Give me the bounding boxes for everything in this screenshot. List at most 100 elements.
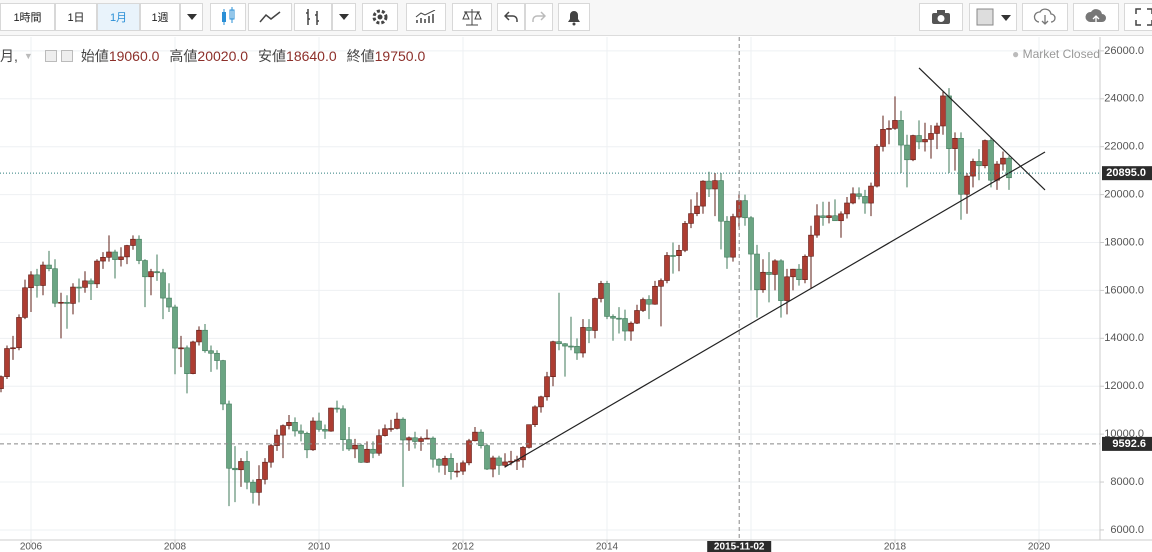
load-icon[interactable] (1022, 3, 1068, 31)
candle-body (934, 125, 940, 134)
fullscreen-icon[interactable] (1124, 3, 1152, 31)
candle-body (622, 318, 628, 332)
y-tick-label: 18000.0 (1104, 236, 1144, 248)
candle-body (238, 461, 244, 471)
candle-body (958, 137, 964, 195)
candle-body (430, 437, 436, 460)
candle-body (916, 135, 922, 143)
candle-body (310, 420, 316, 451)
candle-body (808, 234, 814, 257)
undo-icon[interactable] (497, 3, 525, 31)
dropdown-caret: ▼ (23, 51, 33, 61)
candle-body (490, 457, 496, 470)
candle-body (784, 276, 790, 301)
ohlc-label: 高値 (169, 48, 198, 64)
line-icon[interactable] (248, 3, 292, 31)
market-status: ● Market Closed (1012, 47, 1100, 61)
candle-body (862, 196, 868, 204)
candle-body (586, 327, 592, 331)
candles-icon[interactable] (210, 3, 246, 31)
ohlc-label: 始値 (80, 48, 109, 64)
type-dropdown[interactable] (332, 3, 356, 31)
candle-body (832, 215, 838, 222)
candle-body (22, 287, 28, 318)
candle-body (496, 457, 502, 466)
candle-body (232, 467, 238, 471)
trendline (504, 151, 1046, 468)
candle-body (118, 256, 124, 260)
candle-body (874, 146, 880, 187)
candle-body (52, 268, 58, 304)
crosshair-price-label: 9592.6 (1112, 438, 1146, 450)
candle-body (412, 437, 418, 442)
candle-body (322, 429, 328, 432)
indicators-icon[interactable] (406, 3, 446, 31)
alert-icon[interactable] (558, 3, 590, 31)
y-tick-label: 6000.0 (1110, 524, 1144, 536)
candle-body (700, 180, 706, 207)
candle-body (796, 268, 802, 280)
snapshot-icon[interactable] (919, 3, 963, 31)
market-status-text: Market Closed (1022, 47, 1100, 61)
candle-body (688, 213, 694, 224)
candle-body (46, 264, 52, 270)
candle-body (640, 299, 646, 311)
candle-body (418, 438, 424, 442)
settings-icon[interactable] (362, 3, 398, 31)
candle-body (892, 120, 898, 129)
candle-body (676, 250, 682, 256)
candle-body (460, 462, 466, 472)
candle-body (952, 137, 958, 149)
candle-body (64, 301, 70, 304)
candle-body (970, 161, 976, 177)
ohlc-label: 安値 (258, 48, 287, 64)
candle-body (298, 430, 304, 434)
candle-body (124, 245, 130, 258)
candle-body (928, 133, 934, 140)
redo-icon[interactable] (525, 3, 553, 31)
interval-button[interactable]: 1日 (55, 3, 97, 31)
bars-icon[interactable] (294, 3, 332, 31)
candle-body (172, 306, 178, 349)
ohlc-value: 19060.0 (108, 48, 160, 64)
candle-body (400, 418, 406, 441)
candle-body (766, 271, 772, 275)
candle-body (370, 448, 376, 454)
toolbar: 1時間 1日 1月 1週 (0, 0, 1152, 36)
crosshair-date-label: 2015-11-02 (714, 542, 765, 552)
interval-button[interactable]: 1月 (97, 3, 140, 31)
save-icon[interactable] (1073, 3, 1119, 31)
candle-body (844, 202, 850, 215)
candle-body (646, 299, 652, 305)
candle-body (520, 447, 526, 461)
candle-body (376, 435, 382, 454)
candle-body (442, 458, 448, 466)
candle-body (292, 422, 298, 432)
candle-body (40, 264, 46, 286)
candle-body (136, 238, 142, 261)
price-label-box (1102, 166, 1152, 181)
interval-button[interactable]: 1週 (140, 3, 180, 31)
legend-icon[interactable] (60, 50, 73, 62)
candle-body (976, 161, 982, 167)
candle-body (994, 163, 1000, 181)
candle-body (262, 461, 268, 480)
candle-body (880, 129, 886, 147)
y-tick-label: 20000.0 (1104, 189, 1144, 201)
candle-body (802, 255, 808, 280)
color-picker[interactable] (969, 3, 1017, 31)
compare-icon[interactable] (452, 3, 492, 31)
candle-body (274, 434, 280, 446)
candle-body (568, 345, 574, 348)
candle-body (616, 317, 622, 320)
interval-button[interactable]: 1時間 (0, 3, 55, 31)
candle-body (0, 376, 4, 389)
candle-body (328, 407, 334, 432)
candle-body (922, 139, 928, 143)
interval-dropdown[interactable] (180, 3, 203, 31)
candle-body (634, 310, 640, 324)
candle-body (112, 251, 118, 260)
legend-icon[interactable] (44, 50, 57, 62)
candle-body (652, 285, 658, 305)
candle-body (190, 341, 196, 374)
